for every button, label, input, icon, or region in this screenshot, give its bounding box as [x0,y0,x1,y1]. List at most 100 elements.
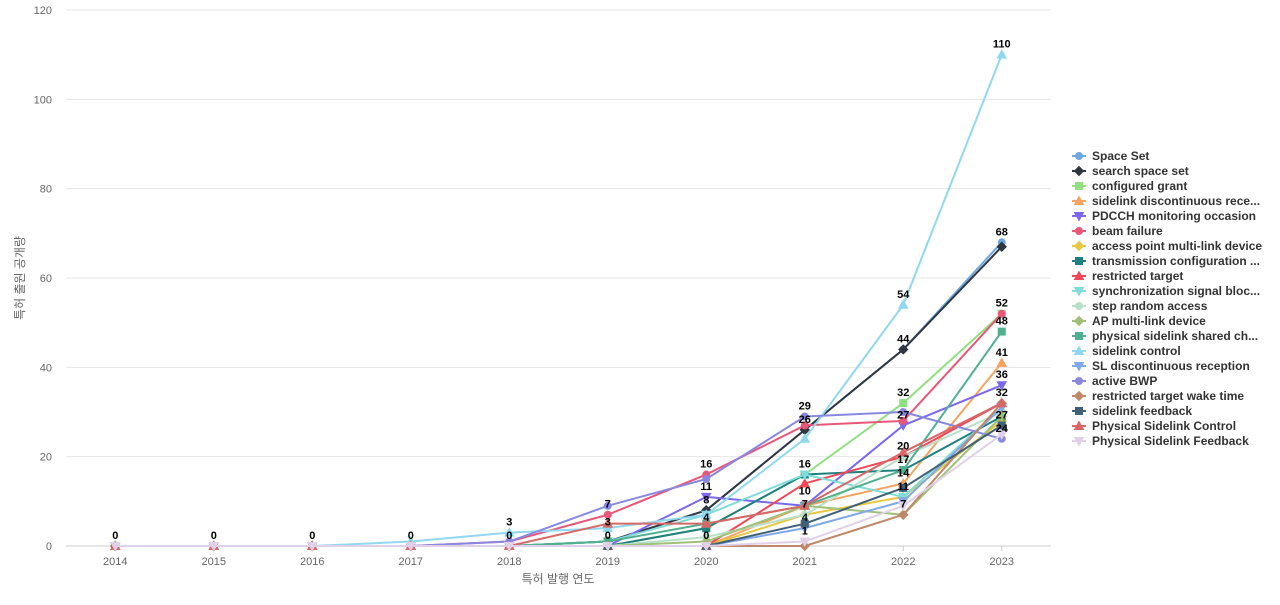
data-label: 68 [996,226,1008,238]
legend-item[interactable]: configured grant [1072,179,1187,193]
data-point [899,466,908,475]
data-point [700,542,712,552]
legend-item[interactable]: synchronization signal bloc... [1072,284,1260,298]
legend-marker [1075,257,1083,265]
legend-item[interactable]: sidelink feedback [1072,404,1192,418]
data-label: 1 [802,526,808,538]
legend-item[interactable]: restricted target [1072,269,1183,283]
data-point [602,518,614,528]
y-tick-label: 60 [40,273,52,285]
legend-marker [1073,362,1085,372]
legend-marker [1073,270,1085,280]
data-label: 41 [996,347,1008,359]
legend-item[interactable]: restricted target wake time [1072,389,1244,403]
data-point [800,519,809,528]
y-tick-label: 100 [34,94,52,106]
data-point [800,510,809,519]
legend-label: PDCCH monitoring occasion [1092,209,1256,223]
legend-item[interactable]: active BWP [1072,374,1157,388]
series-6 [111,309,1006,550]
legend-marker [1073,315,1085,327]
legend-item[interactable]: step random access [1072,299,1208,313]
legend-item[interactable]: Space Set [1072,149,1149,163]
y-tick-label: 20 [40,452,52,464]
legend-label: Physical Sidelink Feedback [1092,434,1249,448]
data-point [996,430,1008,440]
x-tick-label: 2014 [103,556,127,568]
data-point [799,433,811,443]
legend-item[interactable]: sidelink control [1072,344,1181,358]
data-labels: 0 0 0 0307301611840292616107415444322720171… [112,39,1010,542]
data-label: 32 [897,387,909,399]
data-label: 0 [309,530,315,542]
data-label: 0 [112,530,118,542]
x-tick-label: 2018 [497,556,521,568]
series-line [115,331,1003,547]
data-label: 17 [897,454,909,466]
legend-item[interactable]: Physical Sidelink Feedback [1072,434,1249,448]
legend-marker [1073,165,1085,177]
legend-label: restricted target [1092,269,1183,283]
y-tick-label: 120 [34,5,52,17]
data-point [503,527,515,537]
data-point [800,412,809,421]
data-point [996,49,1008,59]
data-label: 24 [996,423,1009,435]
data-label: 36 [996,369,1008,381]
data-point [897,446,909,457]
legend-label: active BWP [1092,374,1157,388]
legend-item[interactable]: PDCCH monitoring occasion [1072,209,1256,223]
data-label: 11 [700,481,712,493]
data-point [997,421,1006,430]
data-point [799,477,811,488]
data-point [899,408,908,416]
data-point [799,537,811,548]
legend-label: access point multi-link device [1092,239,1262,253]
data-label: 3 [506,517,512,529]
data-point [602,542,614,552]
data-point [405,542,417,552]
data-label: 0 [211,530,217,542]
x-tick-label: 2022 [891,556,915,568]
legend-item[interactable]: access point multi-link device [1072,239,1262,253]
legend-item[interactable]: transmission configuration ... [1072,254,1260,268]
legend-marker [1073,345,1085,355]
data-label: 4 [703,512,710,524]
legend-item[interactable]: SL discontinuous reception [1072,359,1250,373]
data-point [996,241,1007,252]
data-label: 11 [897,481,909,493]
data-point [899,416,908,425]
data-point [996,357,1008,367]
legend-marker [1073,240,1085,252]
legend-label: physical sidelink shared ch... [1092,329,1258,343]
legend-label: AP multi-link device [1092,314,1206,328]
data-label: 48 [996,316,1008,328]
series-lines [109,49,1008,552]
series-20 [109,430,1008,552]
legend-item[interactable]: physical sidelink shared ch... [1072,329,1258,343]
data-point [898,509,909,520]
legend-marker [1073,287,1085,297]
series-2 [110,241,1007,552]
data-label: 0 [506,530,512,542]
data-label: 8 [703,494,709,506]
legend-marker [1075,407,1083,415]
y-tick-label: 80 [40,184,52,196]
legend-item[interactable]: AP multi-link device [1072,314,1206,328]
data-point [603,501,612,510]
legend-item[interactable]: Physical Sidelink Control [1072,419,1236,433]
data-point [503,542,515,552]
x-axis-title: 특허 발행 연도 [522,571,595,586]
data-point [702,475,711,483]
data-point [898,344,909,355]
legend-item[interactable]: sidelink discontinuous rece... [1072,194,1260,208]
data-label: 7 [802,499,808,511]
legend-label: step random access [1092,299,1208,313]
legend-marker [1075,152,1083,160]
x-tick-label: 2023 [990,556,1014,568]
legend-marker [1073,420,1085,430]
legend-item[interactable]: beam failure [1072,224,1163,238]
legend-item[interactable]: search space set [1072,164,1189,178]
legend-marker [1073,195,1085,205]
